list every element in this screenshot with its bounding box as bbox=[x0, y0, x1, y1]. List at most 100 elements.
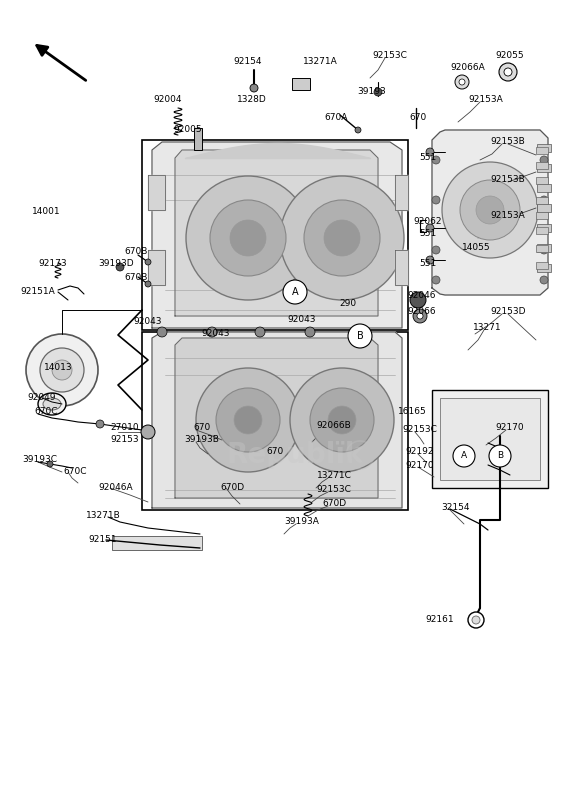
Text: A: A bbox=[291, 287, 298, 297]
Circle shape bbox=[210, 200, 286, 276]
Bar bbox=[142, 332, 408, 510]
Text: 92161: 92161 bbox=[426, 615, 454, 625]
Text: 13271C: 13271C bbox=[317, 471, 352, 481]
Circle shape bbox=[40, 348, 84, 392]
Text: 670B: 670B bbox=[124, 247, 148, 257]
Ellipse shape bbox=[43, 398, 61, 410]
Text: 92153A: 92153A bbox=[491, 211, 526, 221]
Text: 670: 670 bbox=[409, 114, 427, 122]
Text: 92046: 92046 bbox=[408, 291, 436, 301]
Polygon shape bbox=[152, 332, 402, 508]
Text: B: B bbox=[497, 451, 503, 461]
Circle shape bbox=[280, 176, 404, 300]
Text: 670B: 670B bbox=[124, 274, 148, 282]
Bar bbox=[194, 128, 202, 150]
Text: 92005: 92005 bbox=[173, 126, 202, 134]
Text: 92173: 92173 bbox=[39, 259, 67, 269]
Circle shape bbox=[442, 162, 538, 258]
Polygon shape bbox=[432, 130, 548, 295]
Text: 14055: 14055 bbox=[462, 243, 491, 253]
Text: 92153A: 92153A bbox=[468, 95, 503, 105]
Polygon shape bbox=[395, 175, 408, 210]
Circle shape bbox=[305, 327, 315, 337]
Text: 92153B: 92153B bbox=[491, 175, 526, 185]
Text: 39193A: 39193A bbox=[284, 518, 319, 526]
Circle shape bbox=[157, 327, 167, 337]
Bar bbox=[536, 212, 548, 219]
Circle shape bbox=[216, 388, 280, 452]
Circle shape bbox=[432, 246, 440, 254]
Circle shape bbox=[476, 196, 504, 224]
Circle shape bbox=[145, 259, 151, 265]
Bar bbox=[536, 177, 548, 184]
Text: 92151A: 92151A bbox=[20, 287, 55, 297]
Bar bbox=[537, 244, 551, 252]
Circle shape bbox=[453, 445, 475, 467]
Text: 551: 551 bbox=[419, 230, 437, 238]
Circle shape bbox=[52, 360, 72, 380]
Circle shape bbox=[145, 281, 151, 287]
Circle shape bbox=[426, 224, 434, 232]
Polygon shape bbox=[175, 150, 378, 316]
Bar bbox=[537, 144, 551, 152]
Text: 92170: 92170 bbox=[496, 423, 524, 433]
Circle shape bbox=[472, 616, 480, 624]
Bar bbox=[536, 197, 548, 204]
Bar bbox=[537, 184, 551, 192]
Circle shape bbox=[196, 368, 300, 472]
Circle shape bbox=[432, 156, 440, 164]
Circle shape bbox=[432, 276, 440, 284]
Circle shape bbox=[141, 425, 155, 439]
Bar bbox=[536, 147, 548, 154]
Bar bbox=[537, 224, 551, 232]
Circle shape bbox=[413, 309, 427, 323]
Circle shape bbox=[540, 276, 548, 284]
Bar bbox=[537, 264, 551, 272]
Circle shape bbox=[186, 176, 310, 300]
Text: 14001: 14001 bbox=[32, 207, 60, 217]
Circle shape bbox=[489, 445, 511, 467]
Text: 92151: 92151 bbox=[89, 535, 117, 545]
Circle shape bbox=[324, 220, 360, 256]
Bar bbox=[142, 140, 408, 330]
Text: 16165: 16165 bbox=[398, 407, 426, 417]
Text: 670D: 670D bbox=[220, 483, 244, 493]
Circle shape bbox=[207, 327, 217, 337]
Text: 670D: 670D bbox=[322, 499, 346, 509]
Circle shape bbox=[355, 127, 361, 133]
Bar bbox=[537, 204, 551, 212]
Circle shape bbox=[290, 368, 394, 472]
Circle shape bbox=[426, 148, 434, 156]
Text: 92066: 92066 bbox=[408, 307, 436, 317]
Text: 13271A: 13271A bbox=[303, 58, 338, 66]
Bar bbox=[537, 164, 551, 172]
Ellipse shape bbox=[38, 393, 66, 415]
Text: 551: 551 bbox=[419, 259, 437, 269]
Text: 92062: 92062 bbox=[413, 218, 442, 226]
Bar bbox=[432, 390, 548, 488]
Circle shape bbox=[283, 280, 307, 304]
Text: 290: 290 bbox=[339, 299, 357, 309]
Bar bbox=[536, 162, 548, 169]
Bar bbox=[536, 245, 548, 252]
Text: 39193: 39193 bbox=[357, 87, 387, 97]
Circle shape bbox=[230, 220, 266, 256]
Circle shape bbox=[459, 79, 465, 85]
Text: 92066A: 92066A bbox=[451, 63, 485, 73]
Bar bbox=[292, 78, 310, 90]
Circle shape bbox=[353, 327, 363, 337]
Circle shape bbox=[234, 406, 262, 434]
Text: 92004: 92004 bbox=[154, 95, 182, 105]
Text: 92049: 92049 bbox=[28, 394, 56, 402]
Text: 92043: 92043 bbox=[134, 318, 162, 326]
Text: 92055: 92055 bbox=[496, 50, 524, 59]
Text: 551: 551 bbox=[419, 154, 437, 162]
Circle shape bbox=[310, 388, 374, 452]
Text: 92153C: 92153C bbox=[373, 50, 408, 59]
Circle shape bbox=[304, 200, 380, 276]
Polygon shape bbox=[148, 175, 165, 210]
Text: 14013: 14013 bbox=[44, 363, 72, 373]
Circle shape bbox=[26, 334, 98, 406]
Text: 92043: 92043 bbox=[201, 330, 230, 338]
Text: 13271: 13271 bbox=[472, 323, 501, 333]
